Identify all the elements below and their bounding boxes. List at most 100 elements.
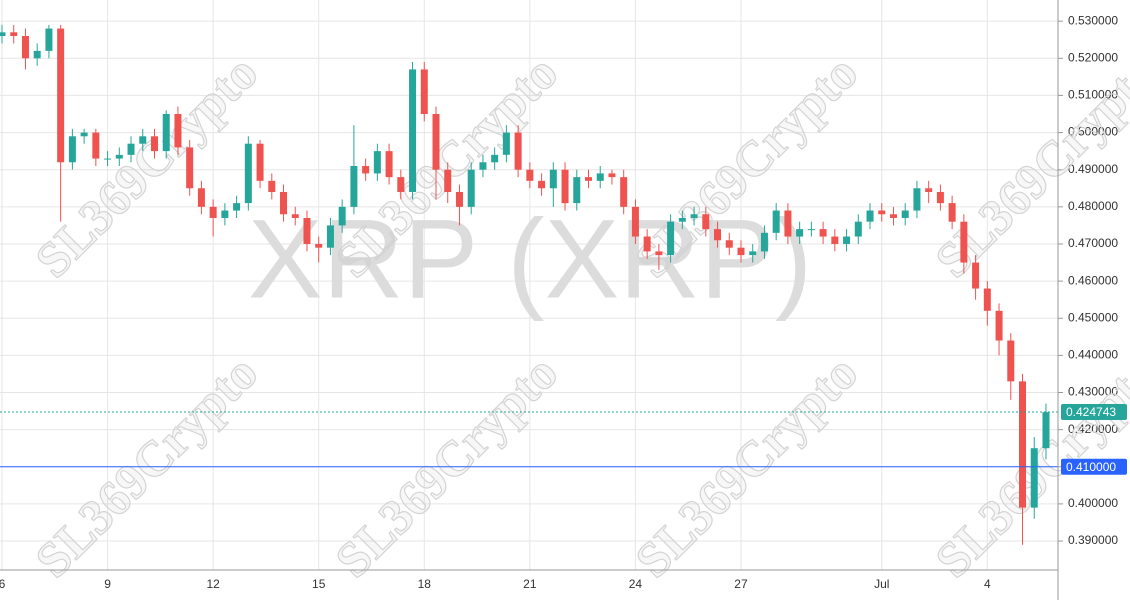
candle-body <box>186 147 194 189</box>
y-tick-label: 0.520000 <box>1068 50 1118 64</box>
candle-body <box>104 158 112 160</box>
candle-body <box>843 236 851 244</box>
candle-body <box>221 210 229 218</box>
candle-body <box>878 210 886 215</box>
candle-body <box>866 210 874 222</box>
candle-body <box>690 214 698 218</box>
x-tick-label: 6 <box>0 577 6 591</box>
candle-body <box>514 132 522 170</box>
y-tick-label: 0.470000 <box>1068 236 1118 250</box>
y-tick-label: 0.490000 <box>1068 162 1118 176</box>
candle-body <box>573 177 581 204</box>
y-tick-label: 0.500000 <box>1068 125 1118 139</box>
candle-body <box>139 136 147 144</box>
candle-body <box>397 177 405 192</box>
candle-body <box>1042 412 1050 449</box>
y-tick-label: 0.390000 <box>1068 533 1118 547</box>
candle-body <box>1030 448 1038 508</box>
candle-body <box>749 251 757 256</box>
x-tick-label: 18 <box>418 577 432 591</box>
candle-body <box>420 69 428 114</box>
candle-body <box>45 28 53 51</box>
candle-body <box>444 169 452 192</box>
candle-body <box>772 210 780 233</box>
candle-body <box>0 32 6 37</box>
candle-body <box>57 28 65 163</box>
y-tick-label: 0.460000 <box>1068 273 1118 287</box>
candle-body <box>350 165 358 207</box>
x-tick-label: 24 <box>629 577 643 591</box>
candle-body <box>127 143 135 155</box>
y-tick-label: 0.510000 <box>1068 88 1118 102</box>
candle-body <box>233 203 241 211</box>
candle-body <box>667 221 675 256</box>
candle-body <box>807 229 815 231</box>
candle-body <box>561 169 569 204</box>
candle-body <box>197 188 205 207</box>
candle-body <box>338 206 346 226</box>
candle-body <box>549 169 557 189</box>
candle-body <box>983 288 991 311</box>
candle-body <box>315 243 323 248</box>
candle-body <box>631 206 639 237</box>
candle-body <box>960 221 968 263</box>
candle-body <box>913 188 921 211</box>
x-tick-label: 9 <box>104 577 111 591</box>
y-tick-label: 0.480000 <box>1068 199 1118 213</box>
candle-body <box>760 232 768 252</box>
candle-body <box>244 143 252 204</box>
candle-body <box>80 132 88 137</box>
candle-body <box>150 136 158 152</box>
candle-body <box>174 114 182 148</box>
candle-body <box>678 217 686 222</box>
candle-body <box>21 36 29 59</box>
candle-body <box>162 114 170 152</box>
candle-body <box>1019 381 1027 508</box>
candle-body <box>479 162 487 170</box>
candle-body <box>385 151 393 178</box>
candle-body <box>643 236 651 252</box>
candle-body <box>502 132 510 155</box>
candle-body <box>620 177 628 207</box>
candle-body <box>33 50 41 59</box>
candle-body <box>819 229 827 237</box>
candle-body <box>303 217 311 244</box>
y-tick-label: 0.400000 <box>1068 496 1118 510</box>
x-tick-label: 27 <box>734 577 748 591</box>
y-tick-label: 0.420000 <box>1068 422 1118 436</box>
price-label-box <box>1061 404 1127 421</box>
candle-body <box>737 247 745 256</box>
candle-body <box>995 310 1003 341</box>
candle-body <box>455 191 463 207</box>
y-tick-label: 0.430000 <box>1068 385 1118 399</box>
candle-body <box>491 154 499 163</box>
candle-body <box>409 69 417 192</box>
candle-body <box>889 214 897 218</box>
candle-body <box>725 240 733 248</box>
x-tick-label: Jul <box>874 577 889 591</box>
candle-body <box>115 154 123 159</box>
candle-body <box>326 225 334 248</box>
price-label: 0.424743 <box>1066 405 1116 419</box>
candle-body <box>373 151 381 174</box>
candle-body <box>925 188 933 192</box>
candle-body <box>1007 340 1015 382</box>
candle-body <box>831 236 839 244</box>
candle-body <box>92 132 100 159</box>
candle-body <box>948 203 956 222</box>
candle-body <box>796 229 804 237</box>
candle-body <box>784 210 792 237</box>
candle-body <box>280 191 288 215</box>
candle-body <box>702 214 710 230</box>
candle-body <box>901 210 909 218</box>
x-tick-label: 21 <box>523 577 537 591</box>
x-tick-label: 15 <box>312 577 326 591</box>
candle-body <box>854 221 862 237</box>
candle-body <box>291 214 299 218</box>
candle-body <box>68 136 76 163</box>
x-tick-label: 4 <box>984 577 991 591</box>
candle-body <box>268 180 276 192</box>
candle-body <box>972 262 980 289</box>
